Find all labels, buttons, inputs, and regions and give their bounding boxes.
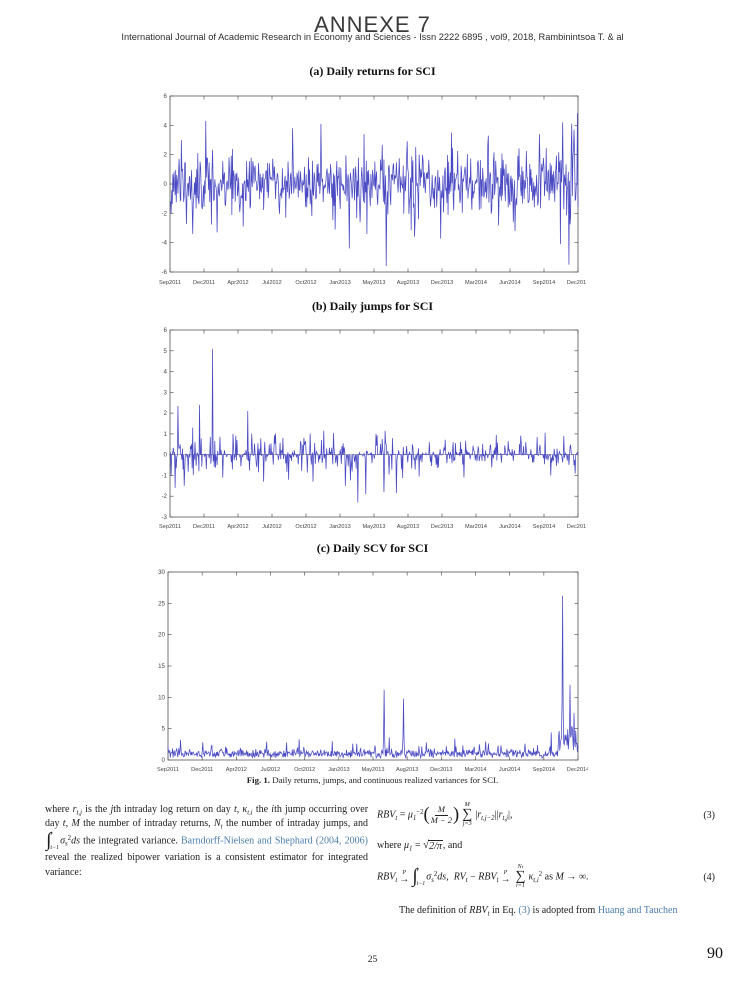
svg-text:4: 4	[164, 122, 168, 129]
svg-text:Jan2013: Jan2013	[329, 280, 350, 286]
svg-text:Dec2014: Dec2014	[567, 767, 588, 773]
equation-3: RBVt = μ1−2(M M − 2) M ∑ j=3 |rt,j−2||rt,j|,	[377, 800, 513, 828]
svg-text:Sep2011: Sep2011	[159, 280, 181, 286]
body-paragraph-left: where rt,j is the jth intraday log retur…	[45, 804, 369, 878]
svg-text:25: 25	[158, 600, 165, 607]
figure-caption: Fig. 1. Daily returns, jumps, and contin…	[0, 775, 745, 785]
svg-text:Jun2014: Jun2014	[499, 524, 520, 530]
svg-text:Dec2013: Dec2013	[430, 767, 452, 773]
svg-text:Jun2014: Jun2014	[499, 767, 520, 773]
svg-text:Dec2014: Dec2014	[567, 280, 586, 286]
svg-text:10: 10	[158, 694, 165, 701]
svg-text:Dec2014: Dec2014	[567, 524, 586, 530]
svg-text:30: 30	[158, 569, 165, 576]
svg-text:Jul2012: Jul2012	[261, 767, 281, 773]
svg-text:Apr2012: Apr2012	[227, 524, 248, 530]
svg-text:-2: -2	[161, 493, 167, 500]
svg-text:2: 2	[164, 152, 168, 159]
closing-sentence: The definition of RBVt in Eq. (3) is ado…	[399, 905, 678, 918]
equation-3-number: (3)	[703, 809, 715, 821]
svg-text:Sep2014: Sep2014	[533, 767, 555, 773]
svg-text:-4: -4	[161, 240, 167, 247]
svg-text:-2: -2	[161, 210, 167, 217]
svg-text:Dec2011: Dec2011	[191, 767, 213, 773]
svg-text:2: 2	[164, 410, 168, 417]
svg-text:Apr2012: Apr2012	[227, 280, 248, 286]
svg-text:Oct2012: Oct2012	[295, 280, 316, 286]
svg-text:May2013: May2013	[362, 280, 385, 286]
svg-text:Jun2014: Jun2014	[499, 280, 520, 286]
equation-4: RBVt P → ∫ t t−1 σs2ds, RVt − RBVt P → Nₜ ∑ i=1 κt,i…	[377, 862, 589, 890]
svg-text:0: 0	[164, 181, 168, 188]
chart-title-daily-returns: (a) Daily returns for SCI	[309, 64, 436, 78]
svg-text:Mar2014: Mar2014	[465, 280, 487, 286]
svg-text:Dec2013: Dec2013	[431, 280, 453, 286]
svg-text:-6: -6	[161, 269, 167, 276]
daily-scv-chart: Sep2011 Dec2011 Apr2012 Jul2012 Oct2012 Jan20…	[157, 569, 588, 773]
svg-text:Apr2012: Apr2012	[226, 767, 247, 773]
citation-link[interactable]: (3)	[518, 905, 531, 916]
daily-returns-chart: Sep2011 Dec2011 Apr2012 Jul2012 Oct2012 Jan20…	[159, 93, 586, 286]
svg-text:Mar2014: Mar2014	[464, 767, 486, 773]
figure-caption-text: Daily returns, jumps, and continuous rea…	[270, 775, 499, 785]
svg-text:6: 6	[164, 93, 168, 100]
body-column-right: RBVt = μ1−2(M M − 2) M ∑ j=3 |rt,j−2||rt,j|, …	[377, 799, 715, 918]
svg-text:-1: -1	[161, 472, 167, 479]
svg-text:Jan2013: Jan2013	[329, 524, 350, 530]
svg-text:20: 20	[158, 632, 165, 639]
svg-text:Aug2013: Aug2013	[397, 280, 419, 286]
annex-page-number: 90	[707, 945, 723, 962]
svg-text:5: 5	[164, 348, 168, 355]
svg-text:0: 0	[162, 757, 166, 764]
svg-text:15: 15	[158, 663, 165, 670]
svg-text:6: 6	[164, 327, 168, 334]
svg-text:Oct2012: Oct2012	[295, 524, 316, 530]
svg-text:0: 0	[164, 452, 168, 459]
equation-3-row: RBVt = μ1−2(M M − 2) M ∑ j=3 |rt,j−2||rt,j|, …	[377, 799, 715, 831]
svg-text:Aug2013: Aug2013	[396, 767, 418, 773]
citation-link[interactable]: Huang and Tauchen	[597, 905, 678, 916]
svg-text:Jul2012: Jul2012	[262, 524, 282, 530]
svg-text:Sep2014: Sep2014	[533, 280, 555, 286]
svg-text:5: 5	[162, 726, 166, 733]
daily-jumps-chart: Sep2011 Dec2011 Apr2012 Jul2012 Oct2012 Jan20…	[159, 327, 586, 530]
svg-text:Sep2011: Sep2011	[159, 524, 181, 530]
svg-text:Jan2013: Jan2013	[328, 767, 349, 773]
where-line: where μ1 = √ 2/π, and	[377, 839, 463, 853]
svg-text:May2013: May2013	[362, 524, 385, 530]
svg-text:May2013: May2013	[361, 767, 384, 773]
svg-text:Oct2012: Oct2012	[294, 767, 315, 773]
svg-text:Mar2014: Mar2014	[465, 524, 487, 530]
equation-4-row: RBVt P → ∫ t t−1 σs2ds, RVt − RBVt P → Nₜ ∑ i=1 κt,i…	[377, 861, 715, 893]
journal-header: International Journal of Academic Resear…	[121, 32, 624, 42]
svg-text:4: 4	[164, 369, 168, 376]
page-number: 25	[367, 955, 378, 965]
figure-caption-label: Fig. 1.	[246, 775, 271, 785]
svg-text:Sep2011: Sep2011	[157, 767, 179, 773]
svg-text:-3: -3	[161, 514, 167, 521]
svg-text:Dec2011: Dec2011	[193, 280, 215, 286]
svg-text:Sep2014: Sep2014	[533, 524, 555, 530]
svg-text:3: 3	[164, 389, 168, 396]
svg-text:1: 1	[164, 431, 168, 438]
svg-text:Jul2012: Jul2012	[262, 280, 282, 286]
citation-link[interactable]: Barndorff-Nielsen and Shephard (2004, 20…	[181, 835, 368, 847]
equation-4-number: (4)	[703, 871, 715, 883]
svg-text:Aug2013: Aug2013	[397, 524, 419, 530]
chart-title-daily-scv: (c) Daily SCV for SCI	[316, 541, 429, 555]
svg-text:Dec2013: Dec2013	[431, 524, 453, 530]
annexe-heading: ANNEXE 7	[314, 12, 431, 37]
svg-text:Dec2011: Dec2011	[193, 524, 215, 530]
chart-title-daily-jumps: (b) Daily jumps for SCI	[311, 299, 434, 313]
